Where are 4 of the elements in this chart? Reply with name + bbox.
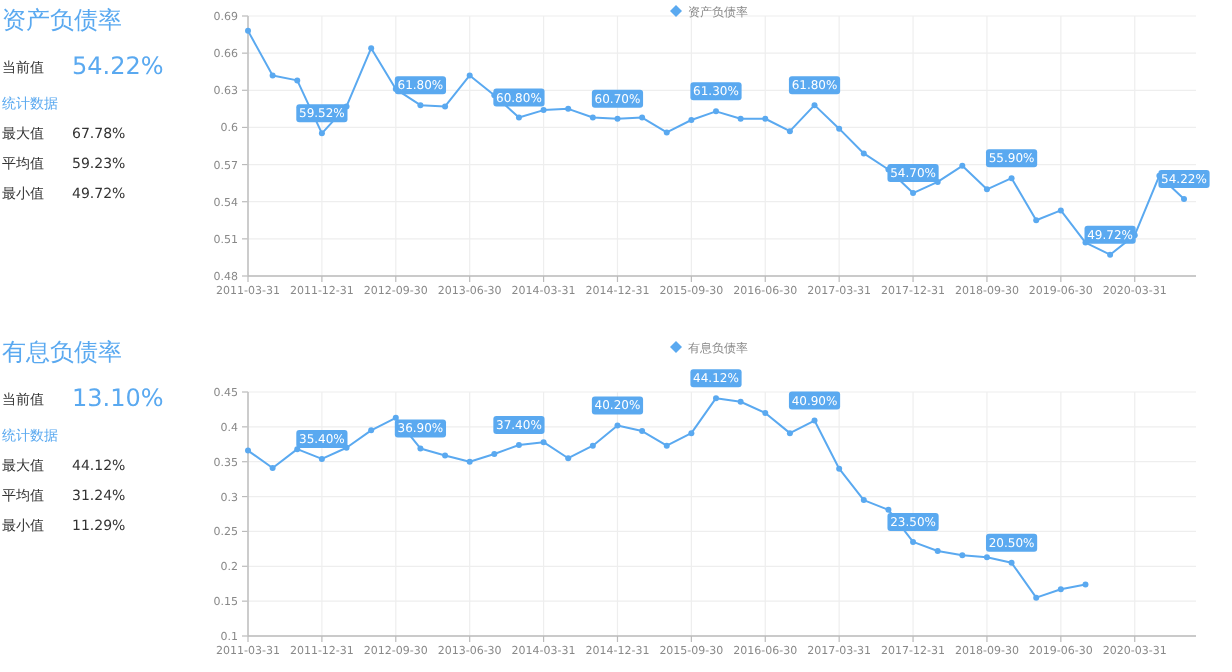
chart-title: 有息负债率: [2, 338, 122, 366]
chart-title: 资产负债率: [2, 6, 122, 34]
text: 54.22%: [72, 52, 164, 80]
text: 13.10%: [72, 384, 164, 412]
